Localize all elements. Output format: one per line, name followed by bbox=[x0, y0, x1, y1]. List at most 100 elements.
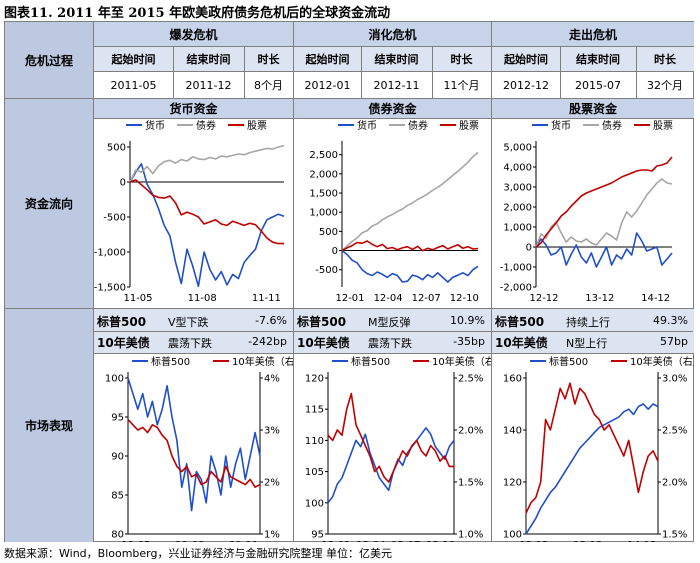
x-tick-label: 11-11 bbox=[252, 293, 281, 304]
perf-value: 57bp bbox=[660, 335, 688, 348]
perf-value: 49.3% bbox=[653, 314, 688, 327]
x-tick-label: 12-12 bbox=[519, 540, 548, 542]
label-fund-flow: 资金流向 bbox=[5, 99, 93, 308]
y2-tick-label: 2.5% bbox=[458, 374, 483, 385]
end-date: 2012-11 bbox=[373, 78, 420, 92]
y-tick-label: 1,500 bbox=[309, 189, 338, 200]
y-tick-label: 0 bbox=[332, 246, 338, 257]
y2-tick-label: 1.5% bbox=[458, 478, 483, 489]
duration: 11个月 bbox=[443, 79, 480, 92]
equity-flow-chart: 5,000 4,000 3,000 2,000 1,000 0 -1,000 -2,00012… bbox=[500, 119, 673, 304]
y-tick-label: 1,000 bbox=[309, 208, 338, 219]
x-tick-label: 12-01 bbox=[321, 540, 350, 542]
y-tick-label: 95 bbox=[111, 413, 124, 424]
perf-trend: 震荡下跌 bbox=[368, 337, 412, 350]
series-line bbox=[129, 179, 284, 245]
y-tick-label: -2,000 bbox=[500, 283, 532, 294]
legend-label: 货币 bbox=[357, 119, 377, 132]
col-end-header: 结束时间 bbox=[173, 47, 244, 71]
col-start-header: 起始时间 bbox=[94, 47, 173, 71]
legend-label: 标普500 bbox=[351, 355, 390, 368]
perf-label: 10年美债 bbox=[495, 336, 548, 350]
phase-name: 爆发危机 bbox=[94, 22, 293, 46]
perf-value: 10.9% bbox=[450, 314, 485, 327]
series-line bbox=[127, 377, 261, 512]
perf-label: 标普500 bbox=[97, 315, 147, 329]
x-tick-label: 11-05 bbox=[121, 540, 150, 542]
y-tick-label: 85 bbox=[111, 491, 124, 502]
perf-value: -7.6% bbox=[255, 314, 287, 327]
y-tick-label: 100 bbox=[305, 498, 324, 509]
series-line bbox=[341, 249, 479, 283]
y2-tick-label: 2.0% bbox=[662, 478, 687, 489]
fund-header-bond: 债券资金 bbox=[294, 99, 491, 118]
x-tick-label: 11-11 bbox=[229, 540, 258, 542]
legend-label: 股票 bbox=[653, 120, 673, 132]
x-tick-label: 12-01 bbox=[335, 293, 364, 304]
x-tick-label: 12-07 bbox=[412, 293, 441, 304]
series-line bbox=[129, 162, 285, 288]
x-tick-label: 13-12 bbox=[573, 540, 602, 542]
end-date: 2015-07 bbox=[575, 78, 621, 92]
legend-label: 标普500 bbox=[549, 355, 588, 368]
perf-trend: 震荡下跌 bbox=[168, 337, 212, 350]
y-tick-label: -500 bbox=[103, 213, 126, 224]
x-tick-label: 12-10 bbox=[426, 540, 455, 542]
series-line bbox=[341, 151, 479, 252]
series-line bbox=[535, 156, 673, 248]
y2-tick-label: 2% bbox=[264, 478, 280, 489]
y-tick-label: -1,000 bbox=[500, 263, 532, 274]
y-tick-label: 90 bbox=[111, 452, 124, 463]
legend-label: 股票 bbox=[247, 120, 267, 132]
series-line bbox=[525, 403, 659, 535]
series-line bbox=[535, 178, 673, 248]
legend-label: 债券 bbox=[196, 119, 216, 132]
y-tick-label: 120 bbox=[305, 374, 324, 385]
legend-label: 10年美债（右） bbox=[630, 355, 694, 368]
start-date: 2012-01 bbox=[304, 78, 351, 92]
y-tick-label: 115 bbox=[305, 405, 324, 416]
col-start-header: 起始时间 bbox=[492, 47, 560, 71]
y2-tick-label: 1.0% bbox=[458, 530, 483, 541]
col-start-header: 起始时间 bbox=[294, 47, 361, 71]
y-tick-label: 140 bbox=[503, 426, 522, 437]
x-tick-label: 12-10 bbox=[450, 293, 479, 304]
fund-header-money: 货币资金 bbox=[94, 99, 293, 118]
legend-label: 10年美债（右） bbox=[232, 355, 293, 368]
series-line bbox=[535, 232, 673, 268]
x-tick-label: 12-04 bbox=[374, 293, 403, 304]
y-tick-label: 100 bbox=[105, 374, 124, 385]
col-duration-header: 时长 bbox=[432, 47, 491, 71]
y2-tick-label: 2.5% bbox=[662, 426, 687, 437]
x-tick-label: 12-12 bbox=[529, 293, 558, 304]
perf-trend: M型反弹 bbox=[368, 316, 411, 329]
fund-header-equity: 股票资金 bbox=[492, 99, 694, 118]
x-tick-label: 11-08 bbox=[175, 540, 204, 542]
legend-label: 标普500 bbox=[151, 355, 190, 368]
legend-label: 债券 bbox=[602, 119, 622, 132]
x-tick-label: 12-04 bbox=[356, 540, 385, 542]
table-frame: 危机过程 资金流向 市场表现 爆发危机 起始时间 结束时间 时长 2011-05… bbox=[4, 21, 694, 542]
legend-label: 货币 bbox=[551, 119, 571, 132]
y-tick-label: 2,000 bbox=[503, 203, 532, 214]
x-tick-label: 14-12 bbox=[627, 540, 656, 542]
perf-label: 标普500 bbox=[297, 315, 347, 329]
start-date: 2012-12 bbox=[503, 78, 549, 92]
y2-tick-label: 1.5% bbox=[662, 530, 687, 541]
bond-flow-chart: 2,500 2,000 1,500 1,000 500 0 -500 12-01 12-04 12… bbox=[309, 119, 479, 304]
y-tick-label: 0 bbox=[120, 178, 126, 189]
perf-value: -242bp bbox=[248, 335, 287, 348]
y-tick-label: 4,000 bbox=[503, 163, 532, 174]
market-chart-outbreak: 100 95 90 85 80 4% 3% 2% 1% 11-05 11-08 11-11 标普500 1… bbox=[105, 355, 293, 542]
y-tick-label: -1,500 bbox=[94, 283, 126, 294]
y-tick-label: 2,000 bbox=[309, 169, 338, 180]
y-tick-label: 120 bbox=[503, 478, 522, 489]
y-tick-label: 100 bbox=[503, 530, 522, 541]
series-line bbox=[341, 240, 479, 252]
col-duration-header: 时长 bbox=[244, 47, 293, 71]
legend-label: 股票 bbox=[459, 120, 479, 132]
y-tick-label: 3,000 bbox=[503, 183, 532, 194]
col-end-header: 结束时间 bbox=[361, 47, 432, 71]
phase-name: 消化危机 bbox=[294, 22, 491, 46]
y-tick-label: 105 bbox=[305, 467, 324, 478]
